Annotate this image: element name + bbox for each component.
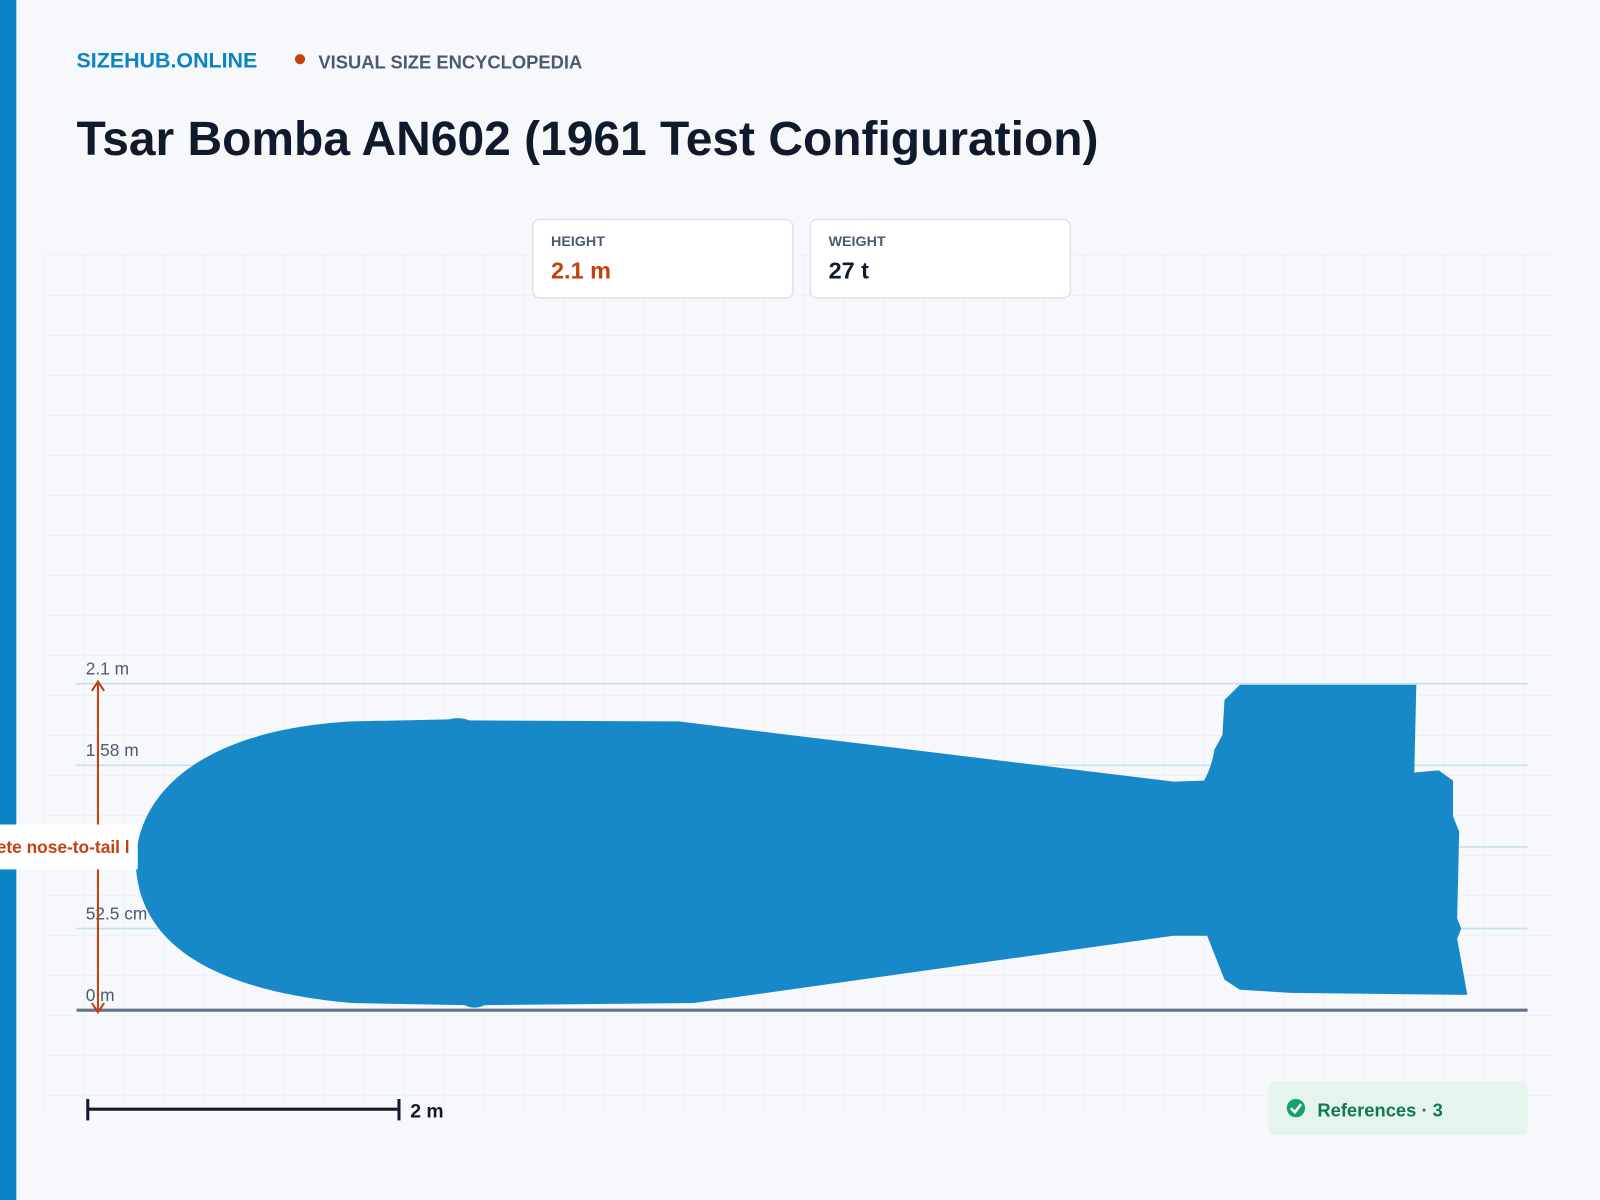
stat-card: WEIGHT 27 t xyxy=(809,218,1072,299)
stat-value: 2.1 m xyxy=(551,258,611,284)
stat-value: 27 t xyxy=(829,258,870,284)
ruler-label: 1.58 m xyxy=(86,740,139,760)
references-button[interactable]: References · 3 xyxy=(1268,1081,1528,1135)
ruler-label: 52.5 cm xyxy=(86,903,148,923)
annotation-box xyxy=(0,824,138,870)
stat-card: HEIGHT 2.1 m xyxy=(531,218,794,299)
stat-label: HEIGHT xyxy=(551,234,605,250)
ruler-label: 0 m xyxy=(86,985,115,1005)
stat-label: WEIGHT xyxy=(829,234,886,250)
side-bar xyxy=(0,0,17,1200)
scale-bar xyxy=(86,1098,401,1121)
scale-label: 2 m xyxy=(410,1100,443,1122)
separator-dot xyxy=(294,54,306,65)
bomb-silhouette xyxy=(135,684,1468,1008)
annotation: ete nose-to-tail l xyxy=(0,837,130,857)
references-label[interactable]: References · 3 xyxy=(1317,1099,1443,1120)
brand[interactable]: SIZEHUB.ONLINE xyxy=(77,48,258,72)
tagline: VISUAL SIZE ENCYCLOPEDIA xyxy=(318,51,582,72)
page-title: Tsar Bomba AN602 (1961 Test Configuratio… xyxy=(77,113,1099,166)
ruler-label: 2.1 m xyxy=(86,658,129,678)
